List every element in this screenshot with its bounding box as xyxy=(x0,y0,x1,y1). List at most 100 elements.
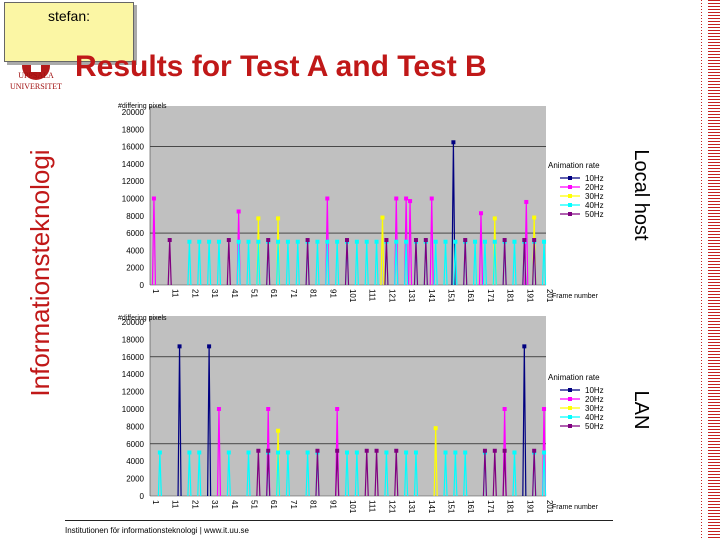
x-tick-label: 51 xyxy=(250,500,259,509)
series-point-40Hz xyxy=(285,239,290,244)
series-point-50Hz xyxy=(502,238,507,243)
series-point-40Hz xyxy=(295,239,300,244)
series-point-20Hz xyxy=(335,407,340,411)
y-tick-label: 2000 xyxy=(126,475,144,484)
y-tick-label: 8000 xyxy=(126,212,144,221)
series-point-40Hz xyxy=(354,239,359,244)
series-point-50Hz xyxy=(413,238,418,243)
series-point-50Hz xyxy=(374,448,379,453)
chart-panel-1: 0 2000 4000 6000 8000 10000 12000 14000 16000 180… xyxy=(118,103,652,303)
series-point-40Hz xyxy=(315,239,320,244)
series-point-10Hz xyxy=(207,344,212,349)
series-point-40Hz xyxy=(443,450,448,455)
logo-line-1: UPPSALA xyxy=(18,71,54,80)
legend-marker-30Hz xyxy=(568,194,572,198)
series-point-50Hz xyxy=(305,238,310,243)
series-point-50Hz xyxy=(345,238,350,243)
series-point-20Hz xyxy=(404,196,409,201)
series-point-40Hz xyxy=(512,450,517,455)
legend-label-20Hz: 20Hz xyxy=(585,395,604,404)
y-tick-label: 0 xyxy=(140,281,145,290)
series-point-50Hz xyxy=(167,238,172,243)
x-tick-label: 151 xyxy=(447,500,456,514)
y-tick-label: 12000 xyxy=(122,177,145,186)
series-point-40Hz xyxy=(207,239,212,244)
series-point-40Hz xyxy=(256,239,261,244)
y-tick-label: 18000 xyxy=(122,125,145,134)
x-tick-label: 41 xyxy=(230,500,239,509)
series-point-40Hz xyxy=(394,239,399,244)
legend-label-40Hz: 40Hz xyxy=(585,201,604,210)
y-tick-label: 4000 xyxy=(126,457,144,466)
series-point-30Hz xyxy=(532,215,537,220)
legend-title: Animation rate xyxy=(548,373,600,382)
legend-label-10Hz: 10Hz xyxy=(585,174,604,183)
series-point-20Hz xyxy=(478,211,483,216)
x-tick-label: 151 xyxy=(447,289,456,303)
legend-title: Animation rate xyxy=(548,161,600,170)
y-tick-label: 12000 xyxy=(122,388,145,397)
series-point-40Hz xyxy=(463,450,468,455)
series-point-50Hz xyxy=(423,238,428,243)
series-point-40Hz xyxy=(404,239,409,244)
x-tick-label: 181 xyxy=(506,500,515,514)
y-tick-label: 10000 xyxy=(122,405,145,414)
right-border xyxy=(708,0,720,540)
series-point-50Hz xyxy=(315,448,320,453)
series-point-50Hz xyxy=(482,448,487,453)
legend-label-20Hz: 20Hz xyxy=(585,183,604,192)
series-point-50Hz xyxy=(384,238,389,243)
series-point-20Hz xyxy=(216,407,221,411)
x-tick-label: 131 xyxy=(407,500,416,514)
legend-marker-40Hz xyxy=(568,203,572,207)
legend-marker-10Hz xyxy=(568,388,572,392)
x-tick-label: 11 xyxy=(171,289,180,298)
x-tick-label: 31 xyxy=(210,289,219,298)
series-point-40Hz xyxy=(443,239,448,244)
series-point-40Hz xyxy=(226,450,231,455)
legend-marker-20Hz xyxy=(568,185,572,189)
y-tick-label: 16000 xyxy=(122,353,145,362)
x-tick-label: 21 xyxy=(190,500,199,509)
sidebar: UPPSALA UNIVERSITET Informationsteknolog… xyxy=(0,0,72,540)
series-point-20Hz xyxy=(502,407,507,411)
series-point-50Hz xyxy=(502,448,507,453)
legend-marker-50Hz xyxy=(568,212,572,216)
series-point-50Hz xyxy=(522,238,527,243)
x-tick-label: 101 xyxy=(348,289,357,303)
series-point-40Hz xyxy=(384,450,389,455)
series-point-40Hz xyxy=(236,239,241,244)
x-tick-label: 91 xyxy=(328,500,337,509)
series-point-50Hz xyxy=(266,238,271,243)
y-tick-label: 18000 xyxy=(122,335,145,344)
x-tick-label: 191 xyxy=(525,289,534,303)
series-point-30Hz xyxy=(276,428,281,433)
legend-marker-10Hz xyxy=(568,176,572,180)
sticky-note[interactable]: stefan: xyxy=(4,2,134,62)
x-tick-label: 71 xyxy=(289,289,298,298)
x-tick-label: 111 xyxy=(368,289,377,302)
x-tick-label: 181 xyxy=(506,289,515,303)
series-point-30Hz xyxy=(380,215,385,220)
series-point-40Hz xyxy=(325,239,330,244)
series-point-30Hz xyxy=(433,426,438,431)
series-point-20Hz xyxy=(542,407,547,411)
series-point-40Hz xyxy=(473,239,478,244)
legend-label-50Hz: 50Hz xyxy=(585,210,604,219)
y-tick-label: 20000 xyxy=(122,108,145,117)
legend-marker-50Hz xyxy=(568,424,572,428)
series-point-50Hz xyxy=(532,448,537,453)
series-point-50Hz xyxy=(394,448,399,453)
note-text: stefan: xyxy=(47,8,91,24)
series-point-50Hz xyxy=(532,238,537,243)
x-tick-label: 11 xyxy=(171,500,180,509)
side-label: Local host xyxy=(630,149,652,241)
y-tick-label: 20000 xyxy=(122,318,145,327)
x-tick-label: 111 xyxy=(368,500,377,513)
series-point-40Hz xyxy=(413,450,418,455)
x-tick-label: 91 xyxy=(328,289,337,298)
y-tick-label: 4000 xyxy=(126,246,144,255)
legend-marker-30Hz xyxy=(568,406,572,410)
series-point-40Hz xyxy=(542,450,547,455)
